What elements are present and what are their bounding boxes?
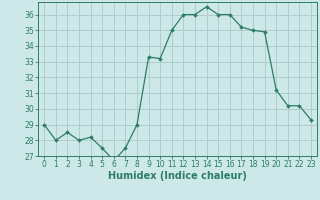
X-axis label: Humidex (Indice chaleur): Humidex (Indice chaleur) — [108, 171, 247, 181]
